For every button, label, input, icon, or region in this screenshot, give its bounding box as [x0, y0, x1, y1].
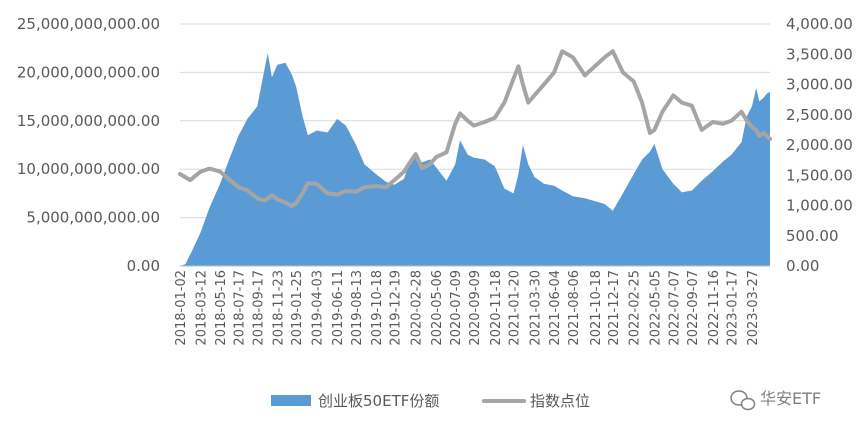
watermark-text: 华安ETF — [760, 389, 821, 408]
x-tick-label: 2018-09-17 — [251, 270, 266, 346]
series-line-index-level — [178, 49, 772, 209]
legend: 创业板50ETF份额 指数点位 — [271, 392, 590, 410]
legend-swatch-area — [271, 395, 311, 406]
x-tick-label: 2018-01-02 — [174, 270, 189, 346]
x-tick-label: 2020-02-28 — [410, 270, 425, 346]
y-left-tick-label: 5,000,000,000.00 — [26, 209, 160, 227]
x-tick-label: 2018-05-16 — [214, 270, 229, 346]
y-right-tick-label: 2,500.00 — [786, 106, 853, 124]
x-tick-label: 2018-11-23 — [271, 270, 286, 346]
x-tick-label: 2019-12-19 — [388, 270, 403, 346]
legend-label-area: 创业板50ETF份额 — [318, 392, 439, 410]
watermark: 华安ETF — [730, 389, 821, 411]
x-tick-label: 2022-11-16 — [707, 270, 722, 346]
x-tick-label: 2019-08-13 — [350, 270, 365, 346]
x-tick-label: 2022-05-05 — [648, 270, 663, 346]
x-tick-label: 2021-06-04 — [548, 270, 563, 346]
y-right-tick-label: 3,500.00 — [786, 45, 853, 63]
y-axis-right: 0.00 500.00 1,000.00 1,500.00 2,000.00 2,500.… — [786, 15, 853, 275]
series-area-etf-shares — [180, 53, 770, 266]
x-tick-label: 2019-06-11 — [331, 270, 346, 346]
wechat-icon — [730, 390, 756, 411]
x-tick-label: 2021-10-18 — [589, 270, 604, 346]
x-tick-label: 2020-09-09 — [468, 270, 483, 346]
x-tick-label: 2020-05-06 — [430, 270, 445, 346]
x-tick-label: 2021-12-17 — [607, 270, 622, 346]
x-tick-label: 2022-09-07 — [686, 270, 701, 346]
x-tick-label: 2020-07-09 — [449, 270, 464, 346]
y-right-tick-label: 3,000.00 — [786, 76, 853, 94]
x-tick-label: 2022-07-07 — [667, 270, 682, 346]
y-axis-left: 0.00 5,000,000,000.00 10,000,000,000.00 15,… — [17, 15, 160, 275]
y-right-tick-label: 1,000.00 — [786, 197, 853, 215]
x-tick-label: 2021-08-06 — [567, 270, 582, 346]
x-tick-label: 2019-04-03 — [311, 270, 326, 346]
y-right-tick-label: 2,000.00 — [786, 136, 853, 154]
y-right-tick-label: 1,500.00 — [786, 166, 853, 184]
x-tick-label: 2019-10-18 — [370, 270, 385, 346]
x-tick-label: 2018-03-12 — [195, 270, 210, 346]
y-left-tick-label: 25,000,000,000.00 — [17, 15, 160, 33]
x-tick-label: 2023-01-17 — [725, 270, 740, 346]
y-left-tick-label: 10,000,000,000.00 — [17, 160, 160, 178]
x-tick-label: 2021-01-20 — [508, 270, 523, 346]
y-left-tick-label: 20,000,000,000.00 — [17, 63, 160, 81]
x-axis: 2018-01-02 2018-03-12 2018-05-16 2018-07-17… — [174, 265, 770, 346]
x-tick-label: 2021-03-30 — [528, 270, 543, 346]
x-tick-label: 2020-11-18 — [489, 270, 504, 346]
y-right-tick-label: 500.00 — [786, 227, 839, 245]
legend-label-line: 指数点位 — [530, 392, 590, 410]
y-left-tick-label: 15,000,000,000.00 — [17, 112, 160, 130]
y-left-tick-label: 0.00 — [127, 257, 160, 275]
x-tick-label: 2022-02-25 — [628, 270, 643, 346]
y-right-tick-label: 0.00 — [786, 257, 819, 275]
y-right-tick-label: 4,000.00 — [786, 15, 853, 33]
x-tick-label: 2018-07-17 — [233, 270, 248, 346]
x-tick-label: 2019-01-25 — [290, 270, 305, 346]
x-tick-label: 2023-03-27 — [746, 270, 761, 346]
